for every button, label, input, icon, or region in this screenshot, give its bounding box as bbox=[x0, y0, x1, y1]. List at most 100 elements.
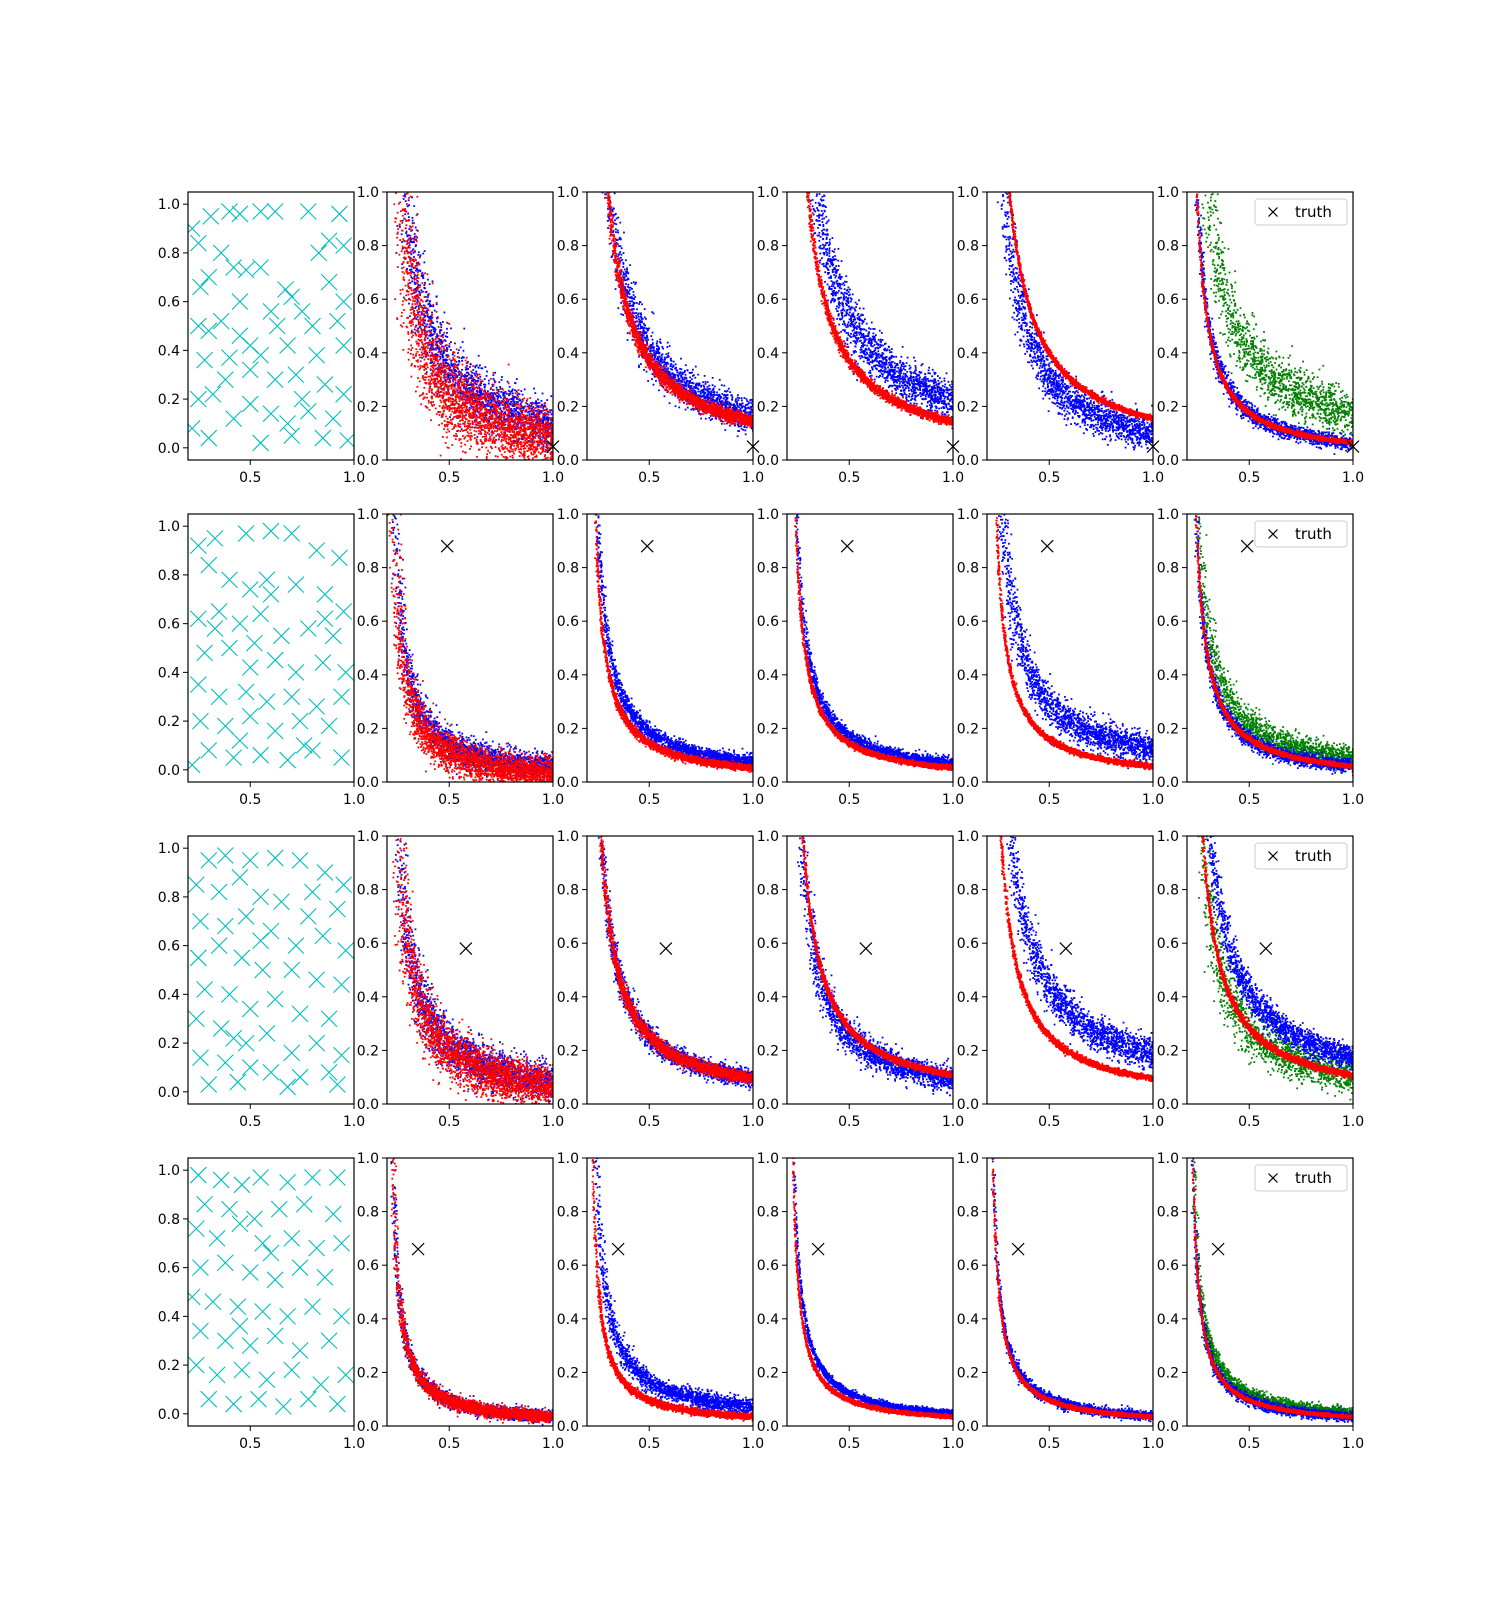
blue-point bbox=[750, 406, 752, 408]
red-point bbox=[422, 353, 424, 355]
blue-point bbox=[451, 365, 453, 367]
red-point bbox=[528, 447, 530, 449]
red-point bbox=[469, 377, 471, 379]
red-point bbox=[408, 265, 410, 267]
red-point bbox=[522, 455, 524, 457]
blue-point bbox=[418, 251, 420, 253]
y-tick-label: 0.0 bbox=[158, 763, 180, 779]
blue-point bbox=[754, 403, 756, 405]
sample-point bbox=[192, 713, 208, 729]
red-point bbox=[436, 359, 438, 361]
sample-point bbox=[280, 1079, 296, 1095]
red-point bbox=[487, 450, 489, 452]
blue-point bbox=[615, 228, 617, 230]
red-point bbox=[453, 385, 455, 387]
plot-area bbox=[184, 203, 356, 450]
blue-point bbox=[411, 268, 413, 270]
blue-point bbox=[607, 220, 609, 222]
red-point bbox=[426, 407, 428, 409]
red-point bbox=[419, 340, 421, 342]
red-point bbox=[404, 208, 406, 210]
red-point bbox=[524, 405, 526, 407]
red-point bbox=[490, 395, 492, 397]
red-point bbox=[517, 396, 519, 398]
blue-point bbox=[486, 404, 488, 406]
red-point bbox=[512, 440, 514, 442]
sample-point bbox=[321, 233, 337, 249]
red-point bbox=[410, 322, 412, 324]
red-point bbox=[394, 217, 396, 219]
blue-point bbox=[396, 225, 398, 227]
red-point bbox=[451, 374, 453, 376]
red-point bbox=[501, 416, 503, 418]
red-point bbox=[411, 289, 413, 291]
red-point bbox=[415, 236, 417, 238]
red-point bbox=[476, 393, 478, 395]
sample-point bbox=[253, 606, 269, 622]
red-point bbox=[443, 370, 445, 372]
red-point bbox=[400, 210, 402, 212]
red-point bbox=[507, 417, 509, 419]
red-point bbox=[423, 356, 425, 358]
red-point bbox=[548, 447, 550, 449]
red-point bbox=[413, 311, 415, 313]
samples-panel-row1: 0.00.20.40.60.81.00.5 1.0 bbox=[158, 192, 365, 486]
red-point bbox=[501, 433, 503, 435]
red-point bbox=[490, 410, 492, 412]
blue-point bbox=[493, 378, 495, 380]
blue-point bbox=[458, 357, 460, 359]
blue-point bbox=[426, 371, 428, 373]
red-point bbox=[401, 222, 403, 224]
sample-point bbox=[263, 586, 279, 602]
blue-point bbox=[459, 383, 461, 385]
red-point bbox=[409, 238, 411, 240]
red-point bbox=[424, 339, 426, 341]
blue-point bbox=[756, 418, 758, 420]
blue-point bbox=[470, 363, 472, 365]
red-point bbox=[454, 424, 456, 426]
blue-point bbox=[467, 368, 469, 370]
red-point bbox=[479, 415, 481, 417]
red-point bbox=[508, 393, 510, 395]
red-point bbox=[454, 358, 456, 360]
blue-point bbox=[754, 408, 756, 410]
red-point bbox=[467, 379, 469, 381]
blue-point bbox=[441, 355, 443, 357]
blue-point bbox=[415, 227, 417, 229]
red-point bbox=[507, 398, 509, 400]
red-point bbox=[453, 426, 455, 428]
x-tick-label: 1.0 bbox=[542, 470, 564, 486]
red-point bbox=[426, 382, 428, 384]
blue-point bbox=[559, 423, 561, 425]
red-point bbox=[474, 430, 476, 432]
red-point bbox=[480, 427, 482, 429]
red-point bbox=[436, 386, 438, 388]
sample-point bbox=[197, 1196, 213, 1212]
blue-point bbox=[431, 312, 433, 314]
red-point bbox=[484, 398, 486, 400]
red-point bbox=[463, 407, 465, 409]
red-point bbox=[452, 401, 454, 403]
sample-point bbox=[292, 852, 308, 868]
red-point bbox=[493, 389, 495, 391]
red-point bbox=[538, 417, 540, 419]
blue-point bbox=[494, 372, 496, 374]
red-point bbox=[474, 394, 476, 396]
red-point bbox=[408, 197, 410, 199]
sample-point bbox=[267, 850, 283, 866]
red-point bbox=[526, 415, 528, 417]
red-point bbox=[419, 357, 421, 359]
red-point bbox=[441, 407, 443, 409]
red-point bbox=[412, 266, 414, 268]
red-point bbox=[412, 296, 414, 298]
red-point bbox=[518, 423, 520, 425]
red-point bbox=[466, 406, 468, 408]
red-point bbox=[490, 387, 492, 389]
red-point bbox=[468, 433, 470, 435]
red-point bbox=[457, 430, 459, 432]
red-point bbox=[477, 381, 479, 383]
blue-point bbox=[460, 375, 462, 377]
sample-point bbox=[190, 391, 206, 407]
red-point bbox=[547, 411, 549, 413]
x-tick-label: 0.5 bbox=[239, 1114, 261, 1130]
